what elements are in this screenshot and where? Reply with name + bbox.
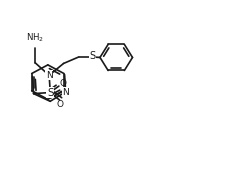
Text: O: O xyxy=(59,79,66,88)
Text: S: S xyxy=(47,88,54,97)
Text: N: N xyxy=(46,71,52,80)
Text: O: O xyxy=(56,100,63,109)
Text: N: N xyxy=(62,88,69,97)
Text: S: S xyxy=(90,51,96,61)
Text: NH$_2$: NH$_2$ xyxy=(26,32,44,44)
